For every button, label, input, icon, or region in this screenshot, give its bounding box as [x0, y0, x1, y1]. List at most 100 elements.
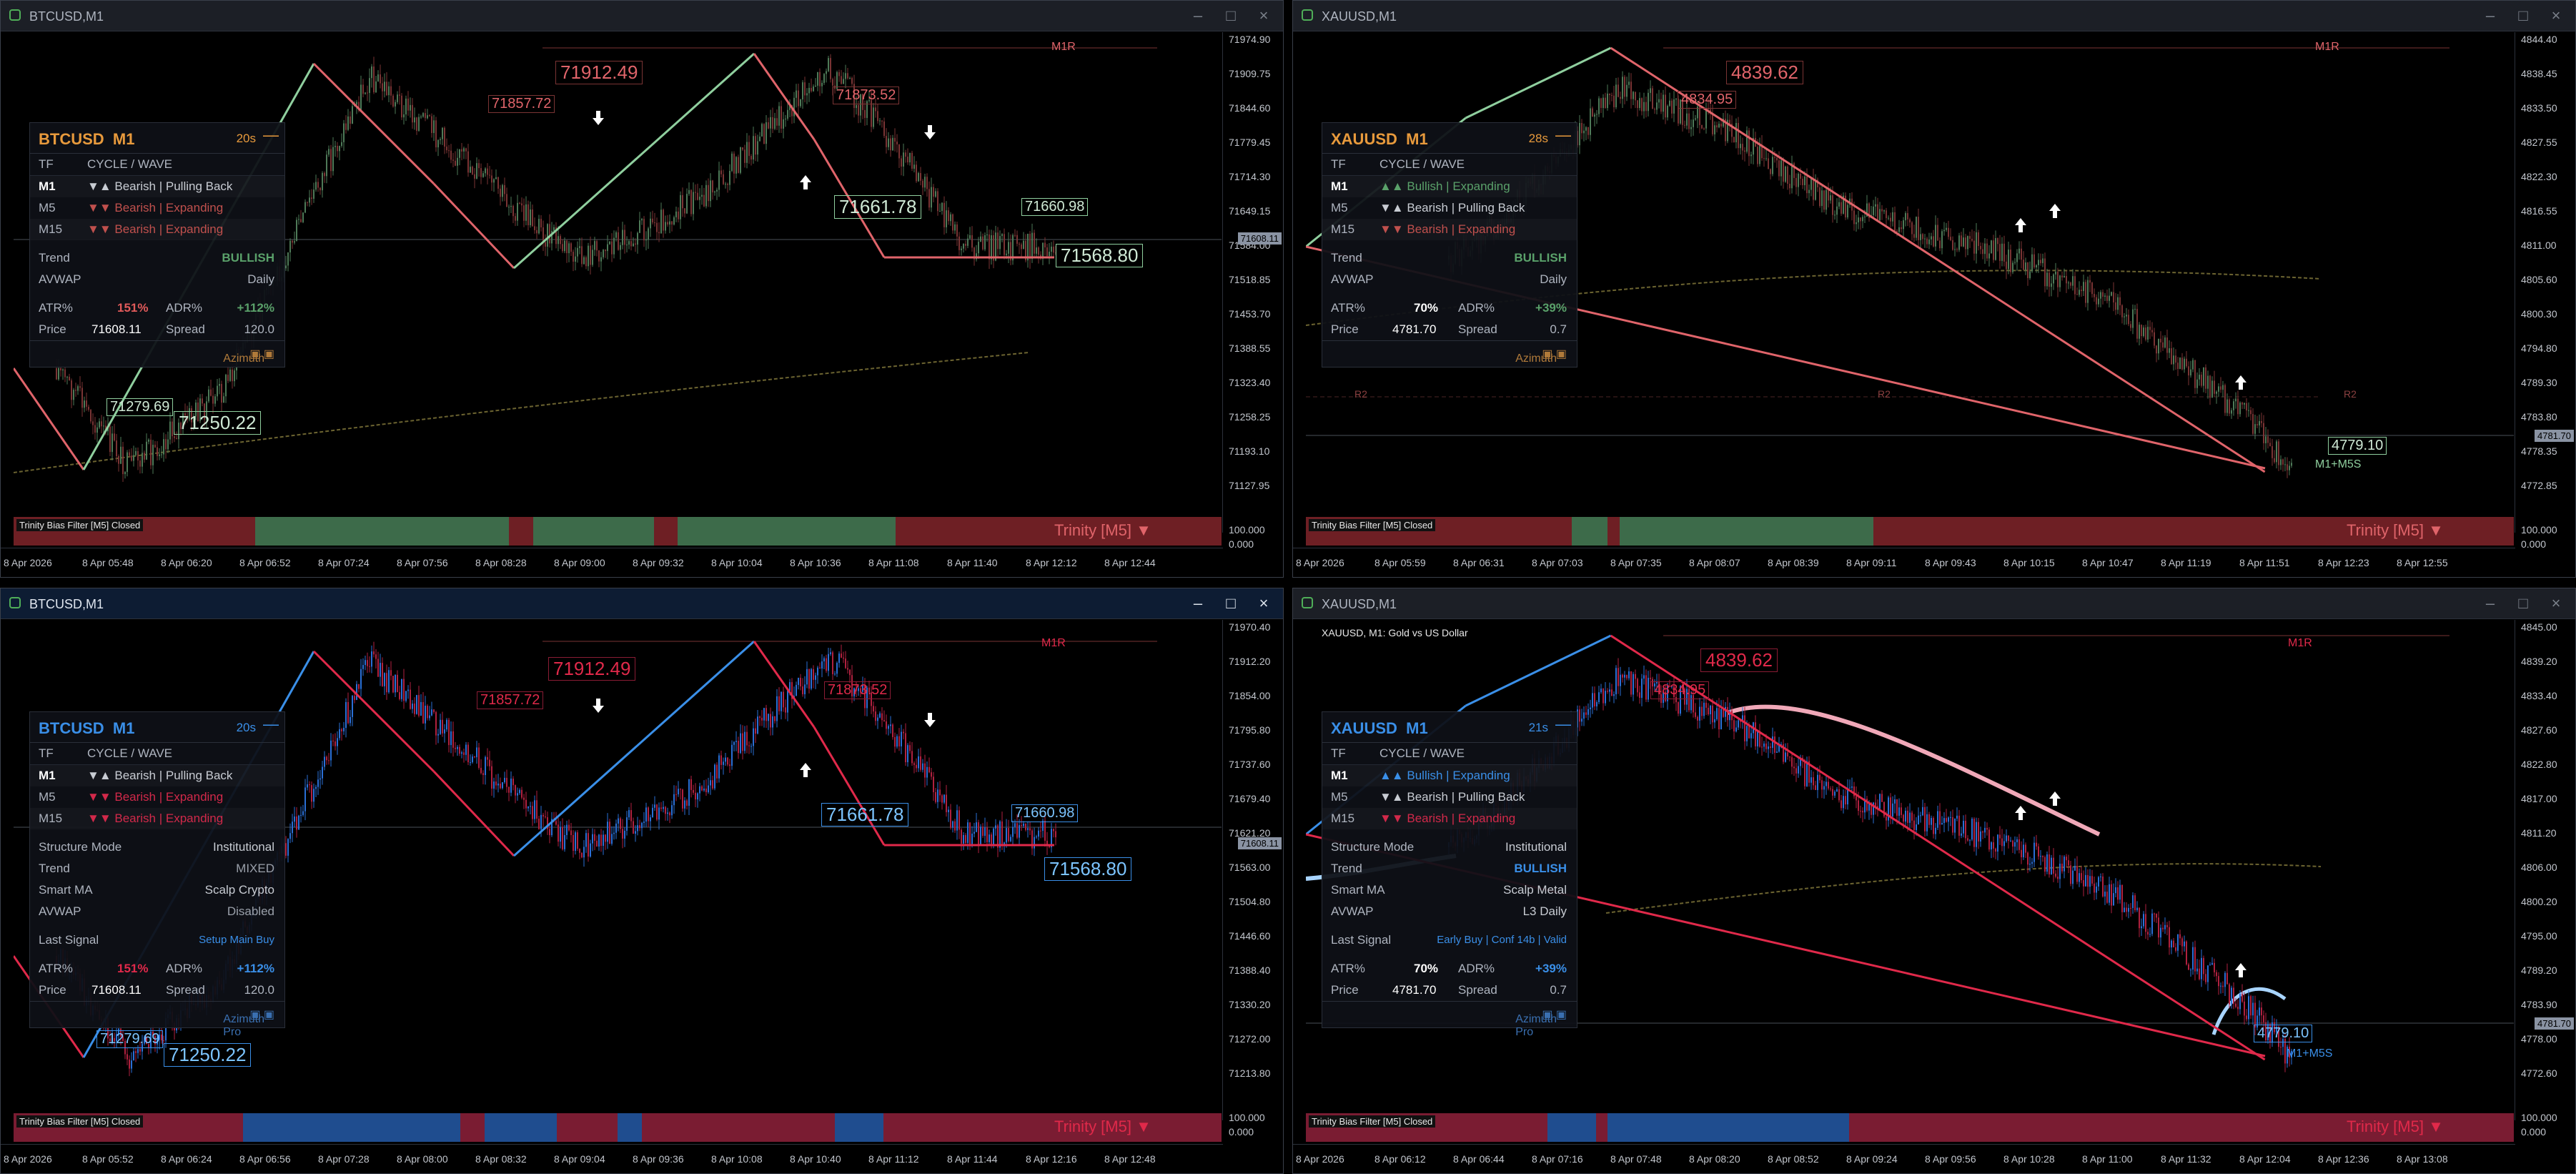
candle-body — [2179, 357, 2181, 370]
candle-body — [2014, 262, 2016, 263]
price-axis[interactable]: 71970.40 71912.20 71854.00 71795.80 71737.60… — [1222, 620, 1283, 1138]
bias-filter-label: Trinity Bias Filter [M5] Closed — [16, 519, 144, 531]
price-row: Price 4781.70 Spread 0.7 — [1331, 322, 1567, 336]
candle-body — [963, 244, 964, 249]
candle-body — [1701, 706, 1703, 716]
candle-body — [360, 84, 362, 111]
dashboard-panel[interactable]: XAUUSD M1 21s — TF CYCLE / WAVE M1 ▲▲ Bull… — [1322, 711, 1577, 1038]
candle-body — [1723, 119, 1724, 127]
candle-body — [2192, 947, 2194, 970]
time-axis-tick: 8 Apr 08:39 — [1768, 557, 1819, 568]
candle-body — [313, 189, 314, 199]
price-axis-tick: 71844.60 — [1229, 102, 1271, 114]
zigzag-segment — [1465, 46, 1612, 119]
candle-body — [1602, 689, 1604, 704]
dashboard-panel[interactable]: BTCUSD M1 20s — TF CYCLE / WAVE M1 ▼▲ Bear… — [29, 122, 285, 368]
time-axis[interactable]: 8 Apr 2026 8 Apr 05:48 8 Apr 06:20 8 Apr 06… — [1, 548, 1223, 577]
candle-body — [405, 98, 407, 114]
price-axis-tick: 71323.40 — [1229, 377, 1271, 388]
candle-body — [343, 123, 345, 142]
candle-body — [1999, 244, 2001, 261]
maximize-button[interactable]: □ — [2518, 6, 2528, 24]
panel-minimize-button[interactable]: — — [1555, 126, 1571, 144]
bias-segment — [532, 517, 654, 546]
panel-minimize-button[interactable]: — — [263, 126, 279, 144]
candle-body — [883, 720, 885, 721]
candle-body — [476, 747, 477, 758]
close-button[interactable]: × — [1259, 6, 1269, 24]
time-axis-tick: 8 Apr 2026 — [4, 557, 52, 568]
price-axis[interactable]: 4844.40 4838.45 4833.50 4827.55 4822.30 4816.… — [2515, 32, 2575, 550]
candle-body — [2136, 907, 2138, 911]
panel-footer-brand[interactable]: ▣ Azimuth ▣ — [223, 348, 274, 365]
candle-body — [339, 729, 340, 739]
candle-body — [1645, 102, 1647, 112]
candle-body — [961, 829, 962, 844]
candle-body — [729, 171, 730, 185]
candle-body — [384, 82, 385, 92]
candle-body — [414, 117, 415, 123]
candle-body — [2224, 385, 2226, 413]
candle-body — [920, 756, 921, 770]
panel-minimize-button[interactable]: — — [1555, 715, 1571, 733]
minimize-button[interactable]: – — [1193, 6, 1203, 24]
chart-window-btcusd-blue[interactable]: BTCUSD,M1 – □ × 71912.49 71857.72 71873.… — [0, 588, 1284, 1174]
candle-body — [2149, 327, 2151, 330]
maximize-button[interactable]: □ — [1226, 594, 1236, 612]
chart-window-btcusd-green[interactable]: BTCUSD,M1 – □ × 71912.49 71857.72 71873.… — [0, 0, 1284, 578]
candle-body — [2117, 887, 2119, 900]
panel-footer-brand[interactable]: ▣ Azimuth Pro ▣ — [1515, 1009, 1567, 1038]
candle-body — [643, 219, 645, 241]
window-titlebar[interactable]: BTCUSD,M1 – □ × — [1, 1, 1283, 31]
candle-body — [1931, 818, 1932, 825]
price-axis[interactable]: 71974.90 71909.75 71844.60 71779.45 71714.30… — [1222, 32, 1283, 550]
panel-symbol: BTCUSD M1 — [39, 719, 135, 737]
window-titlebar[interactable]: BTCUSD,M1 – □ × — [1, 588, 1283, 619]
minimize-button[interactable]: – — [1193, 594, 1203, 612]
candle-body — [1725, 119, 1726, 142]
candle-body — [1982, 249, 1983, 255]
candle-body — [778, 696, 780, 711]
chart-window-xauusd-blue[interactable]: XAUUSD,M1 – □ × XAUUSD, M1: Gold vs US D… — [1292, 588, 2576, 1174]
panel-footer-brand[interactable]: ▣ Azimuth ▣ — [1515, 348, 1567, 365]
bias-segment — [1620, 517, 1874, 546]
candle-body — [2023, 260, 2024, 270]
candle-body — [1643, 675, 1645, 679]
close-button[interactable]: × — [1259, 594, 1269, 612]
candle-body — [197, 403, 199, 422]
time-axis[interactable]: 8 Apr 2026 8 Apr 05:59 8 Apr 06:31 8 Apr 07… — [1293, 548, 2515, 577]
candle-body — [459, 149, 460, 158]
minimize-button[interactable]: – — [2485, 6, 2495, 24]
time-axis[interactable]: 8 Apr 2026 8 Apr 06:12 8 Apr 06:44 8 Apr 07… — [1293, 1144, 2515, 1173]
close-button[interactable]: × — [2551, 6, 2561, 24]
time-axis[interactable]: 8 Apr 2026 8 Apr 05:52 8 Apr 06:24 8 Apr 06… — [1, 1144, 1223, 1173]
maximize-button[interactable]: □ — [2518, 594, 2528, 612]
price-chart[interactable] — [14, 620, 1222, 1110]
window-titlebar[interactable]: XAUUSD,M1 – □ × — [1293, 1, 2575, 31]
candle-body — [821, 661, 823, 669]
candle-body — [562, 827, 563, 849]
candle-body — [1879, 209, 1881, 220]
panel-timer: 21s — [1528, 721, 1548, 734]
candle-body — [1958, 815, 1960, 836]
price-chart[interactable] — [1306, 620, 2514, 1110]
candle-body — [1738, 720, 1739, 728]
window-titlebar[interactable]: XAUUSD,M1 – □ × — [1293, 588, 2575, 619]
maximize-button[interactable]: □ — [1226, 6, 1236, 24]
minimize-button[interactable]: – — [2485, 594, 2495, 612]
price-axis[interactable]: 4845.00 4839.20 4833.40 4827.60 4822.80 4817.… — [2515, 620, 2575, 1138]
candle-body — [660, 209, 662, 234]
panel-footer-brand[interactable]: ▣ Azimuth Pro ▣ — [223, 1009, 274, 1038]
candle-body — [1787, 752, 1788, 757]
candle-body — [770, 714, 771, 728]
candle-body — [823, 74, 825, 83]
dashboard-panel[interactable]: BTCUSD M1 20s — TF CYCLE / WAVE M1 ▼▲ Bear… — [29, 711, 285, 1038]
candle-body — [1965, 237, 1966, 250]
panel-minimize-button[interactable]: — — [263, 715, 279, 733]
chart-window-xauusd-green[interactable]: XAUUSD,M1 – □ × 4839.62 4834.95 4779.10 … — [1292, 0, 2576, 578]
candle-body — [103, 425, 104, 427]
close-button[interactable]: × — [2551, 594, 2561, 612]
candle-body — [375, 654, 377, 659]
dashboard-panel[interactable]: XAUUSD M1 28s — TF CYCLE / WAVE M1 ▲▲ Bull… — [1322, 122, 1577, 368]
candle-body — [1961, 833, 1962, 836]
